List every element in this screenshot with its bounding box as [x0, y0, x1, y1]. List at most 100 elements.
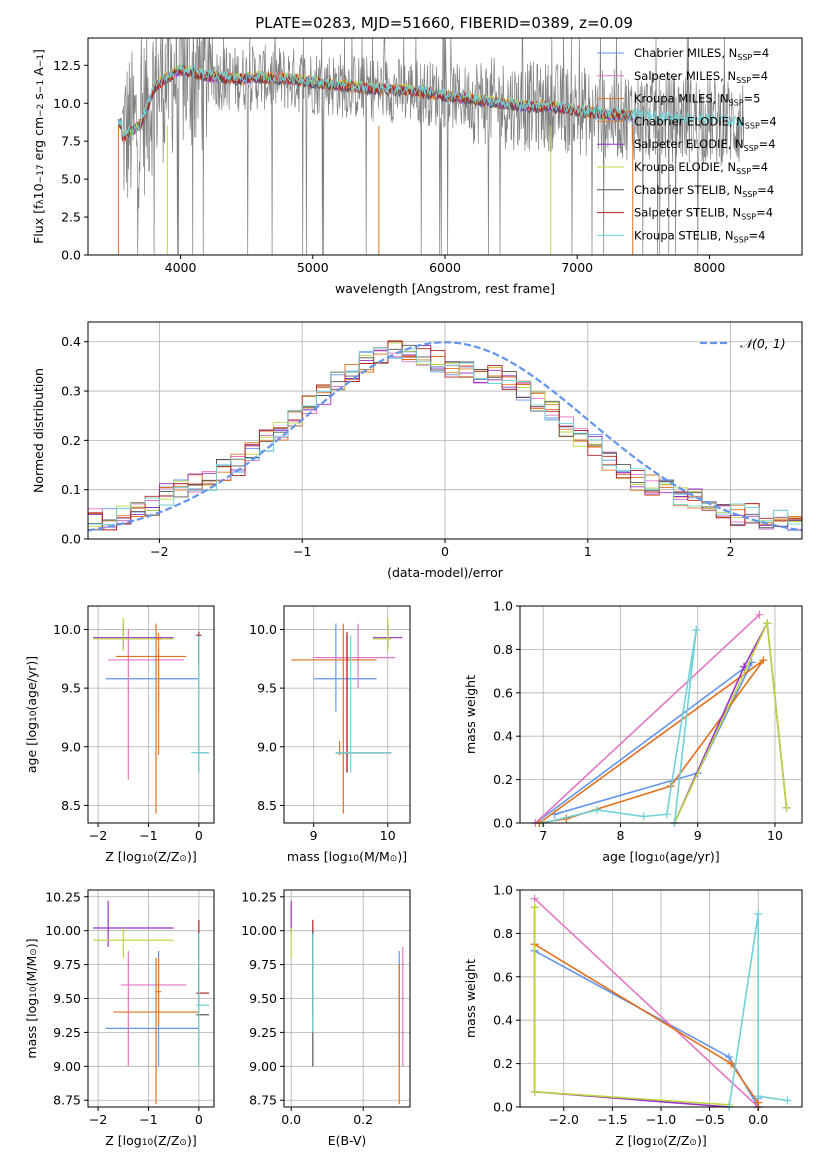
x-tick-label: 4000 [165, 260, 197, 275]
y-tick-label: 9.75 [249, 957, 277, 972]
y-tick-label: 10.0 [53, 96, 81, 111]
y-tick-label: 2.5 [61, 210, 81, 225]
weight-marker [755, 610, 764, 619]
histogram-plot-area [88, 340, 802, 532]
weight-line-0 [535, 661, 753, 824]
weight-marker [759, 656, 768, 665]
weight-marker [530, 894, 539, 903]
normal-distribution-curve [88, 341, 802, 532]
x-tick-label: 1 [584, 544, 592, 559]
y-tick-label: 10.00 [241, 923, 277, 938]
y-tick-label: 5.0 [61, 172, 81, 187]
x-tick-label: −1 [293, 544, 311, 559]
weight-marker [530, 1087, 539, 1096]
x-axis-label: Z [log10(Z/Z⊙)] [105, 849, 196, 864]
x-tick-label: 9 [694, 828, 702, 843]
weight-marker [639, 812, 648, 821]
weight-marker [530, 903, 539, 912]
y-tick-label: 9.00 [249, 1059, 277, 1074]
x-axis-label: E(B-V) [328, 1133, 367, 1148]
weight-marker [754, 1092, 763, 1101]
y-tick-label: 9.25 [53, 1025, 81, 1040]
y-tick-label: 9.50 [249, 991, 277, 1006]
legend-label-5: Kroupa ELODIE, NSSP=4 [634, 160, 768, 176]
x-tick-label: 9 [310, 828, 318, 843]
y-tick-label: 0.8 [493, 642, 513, 657]
y-tick-label: 0.0 [493, 816, 513, 831]
weight-marker [692, 625, 701, 634]
y-tick-label: 0.0 [493, 1100, 513, 1115]
y-tick-label: 7.5 [61, 134, 81, 149]
weight-marker [662, 810, 671, 819]
legend-label-2: Kroupa MILES, NSSP=5 [634, 92, 760, 108]
y-tick-label: 9.5 [257, 681, 277, 696]
x-tick-label: −2.0 [549, 1112, 579, 1127]
x-tick-label: −0.5 [694, 1112, 724, 1127]
y-tick-label: 0.8 [493, 926, 513, 941]
y-tick-label: 10.00 [45, 923, 81, 938]
y-tick-label: 0.1 [61, 482, 81, 497]
x-axis-label: age [log10(age/yr)] [602, 849, 719, 864]
y-tick-label: 0.0 [61, 532, 81, 547]
x-axis-label: (data-model)/error [387, 565, 504, 580]
observed-spectrum-line [122, 38, 745, 255]
x-tick-label: 8 [616, 828, 624, 843]
x-tick-label: 0.0 [748, 1112, 768, 1127]
x-tick-label: 2 [727, 544, 735, 559]
weight-marker [763, 619, 772, 628]
y-tick-label: 0.2 [493, 772, 513, 787]
weight-marker [725, 1053, 734, 1062]
x-tick-label: 7 [539, 828, 547, 843]
legend-label-0: Chabrier MILES, NSSP=4 [634, 46, 769, 62]
histogram-step-8 [88, 347, 802, 525]
y-tick-label: 0.4 [493, 1013, 513, 1028]
y-tick-label: 0.6 [493, 685, 513, 700]
x-tick-label: 7000 [561, 260, 593, 275]
x-tick-label: −2 [89, 828, 107, 843]
weight-vs-age-panel: 7 8 9 10 0.0 0.2 0.4 0.6 0.8 1.0 age [log10(age/yr… [463, 599, 803, 864]
y-tick-label: 0.2 [61, 433, 81, 448]
legend-label-1: Salpeter MILES, NSSP=4 [634, 69, 768, 85]
histogram-step-7 [88, 340, 802, 531]
x-axis-label: Z [log10(Z/Z⊙)] [105, 1133, 196, 1148]
y-tick-label: 10.0 [249, 622, 277, 637]
y-tick-label: 1.0 [493, 599, 513, 614]
weight-line-1 [534, 614, 761, 824]
legend-label-4: Salpeter ELODIE, NSSP=4 [634, 137, 776, 153]
x-tick-label: 10 [380, 828, 396, 843]
x-tick-label: 0.2 [353, 1112, 373, 1127]
weight-line-5 [728, 913, 788, 1108]
x-axis-label: Z [log10(Z/Z⊙)] [615, 1133, 706, 1148]
x-tick-label: −1.0 [646, 1112, 676, 1127]
x-axis-label: mass [log10(M/M⊙)] [287, 849, 407, 864]
y-tick-label: 0.4 [493, 729, 513, 744]
weight-line-4 [673, 620, 788, 824]
y-axis-label: mass weight [463, 675, 478, 754]
y-axis-label: mass weight [463, 959, 478, 1038]
y-axis-label: mass [log10(M/M⊙)] [24, 938, 39, 1058]
spectrum-plot-area [117, 38, 745, 255]
y-tick-label: 9.5 [61, 681, 81, 696]
weight-line-1 [534, 898, 759, 1108]
x-tick-label: 6000 [429, 260, 461, 275]
model-spectrum-line-8 [117, 63, 745, 138]
y-tick-label: 9.0 [61, 739, 81, 754]
y-tick-label: 10.0 [53, 622, 81, 637]
y-axis-label: Normed distribution [31, 368, 46, 493]
legend-label-normal: 𝒩(0, 1) [740, 336, 786, 351]
y-tick-label: 8.75 [249, 1093, 277, 1108]
y-tick-label: 8.5 [61, 798, 81, 813]
legend-label-6: Chabrier STELIB, NSSP=4 [634, 183, 774, 199]
x-tick-label: 8000 [694, 260, 726, 275]
x-tick-label: 0 [441, 544, 449, 559]
axes-frame [283, 605, 411, 824]
age-vs-metallicity-panel: −2 −1 0 8.5 9.0 9.5 10.0 Z [log10(Z/Z⊙)] age [lo… [24, 605, 215, 864]
weight-line-0 [534, 950, 759, 1110]
y-tick-label: 12.5 [53, 58, 81, 73]
figure-title: PLATE=0283, MJD=51660, FIBERID=0389, z=0… [255, 14, 633, 32]
x-tick-label: 0.0 [281, 1112, 301, 1127]
weight-line-2 [538, 659, 765, 824]
y-tick-label: 8.75 [53, 1093, 81, 1108]
x-tick-label: 5000 [297, 260, 329, 275]
